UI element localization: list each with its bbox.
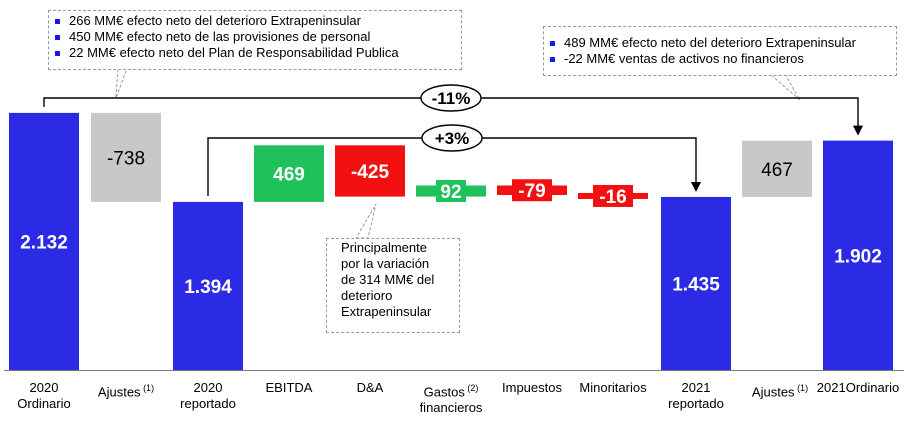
data-label: 469 — [273, 165, 305, 186]
note-item: -22 MM€ ventas de activos no financieros — [544, 51, 896, 67]
category-label: EBITDA — [265, 380, 313, 395]
note-item: 22 MM€ efecto neto del Plan de Responsab… — [49, 45, 461, 61]
data-label-tag — [436, 180, 466, 203]
bar — [173, 201, 243, 370]
note-da-line: Extrapeninsular — [341, 304, 432, 319]
bar — [742, 140, 812, 197]
category-label: Gastos (2) financieros — [419, 383, 483, 416]
category-label: 2021Ordinario — [816, 380, 900, 395]
category-label: D&A — [356, 380, 384, 395]
bar — [91, 112, 161, 202]
note-da: Principalmente por la variación de 314 M… — [326, 238, 460, 333]
data-label: 1.902 — [834, 246, 882, 267]
bridge-arrowhead — [691, 181, 701, 192]
data-label: -16 — [599, 187, 626, 208]
note-adjustments-2020: 266 MM€ efecto neto del deterioro Extrap… — [48, 10, 462, 70]
note-da-line: de 314 MM€ del — [341, 272, 435, 287]
category-label: Ajustes (1) — [751, 383, 809, 400]
bridge-arrowhead — [853, 125, 863, 136]
note-pointer — [115, 65, 129, 99]
bar — [335, 145, 405, 197]
data-label: -425 — [351, 162, 389, 183]
note-item: 266 MM€ efecto neto del deterioro Extrap… — [49, 13, 461, 29]
note-da-line: Principalmente — [341, 240, 427, 255]
data-label: 92 — [440, 182, 461, 203]
note-pointer — [768, 73, 801, 101]
data-label: 2.132 — [20, 232, 68, 253]
data-label: -79 — [518, 181, 545, 202]
category-label: 2020 Ordinario — [17, 380, 71, 411]
data-label: -738 — [107, 148, 145, 169]
data-label: 467 — [761, 160, 793, 181]
category-label: Ajustes (1) — [97, 383, 155, 400]
bridge-badge — [421, 124, 483, 152]
note-da-line: deterioro — [341, 288, 393, 303]
data-label: 1.435 — [672, 274, 720, 295]
bar — [823, 140, 893, 370]
bridge-badge — [420, 84, 482, 112]
data-label-tag — [512, 179, 552, 202]
note-item: 450 MM€ efecto neto de las provisiones d… — [49, 29, 461, 45]
category-label: Minoritarios — [579, 380, 647, 395]
bridge-label: +3% — [435, 129, 470, 148]
bridge-label: -11% — [432, 89, 471, 108]
note-adjustments-2021: 489 MM€ efecto neto del deterioro Extrap… — [543, 26, 897, 76]
note-pointer — [355, 203, 377, 239]
bar — [661, 196, 731, 370]
category-label: 2021 reportado — [668, 380, 724, 411]
note-da-line: por la variación — [341, 256, 430, 271]
note-item: 489 MM€ efecto neto del deterioro Extrap… — [544, 35, 896, 51]
bar — [9, 112, 79, 370]
data-label-tag — [593, 184, 633, 207]
data-label: 1.394 — [184, 277, 232, 298]
bar — [254, 145, 324, 202]
category-label: Impuestos — [502, 380, 562, 395]
category-label: 2020 reportado — [180, 380, 236, 411]
